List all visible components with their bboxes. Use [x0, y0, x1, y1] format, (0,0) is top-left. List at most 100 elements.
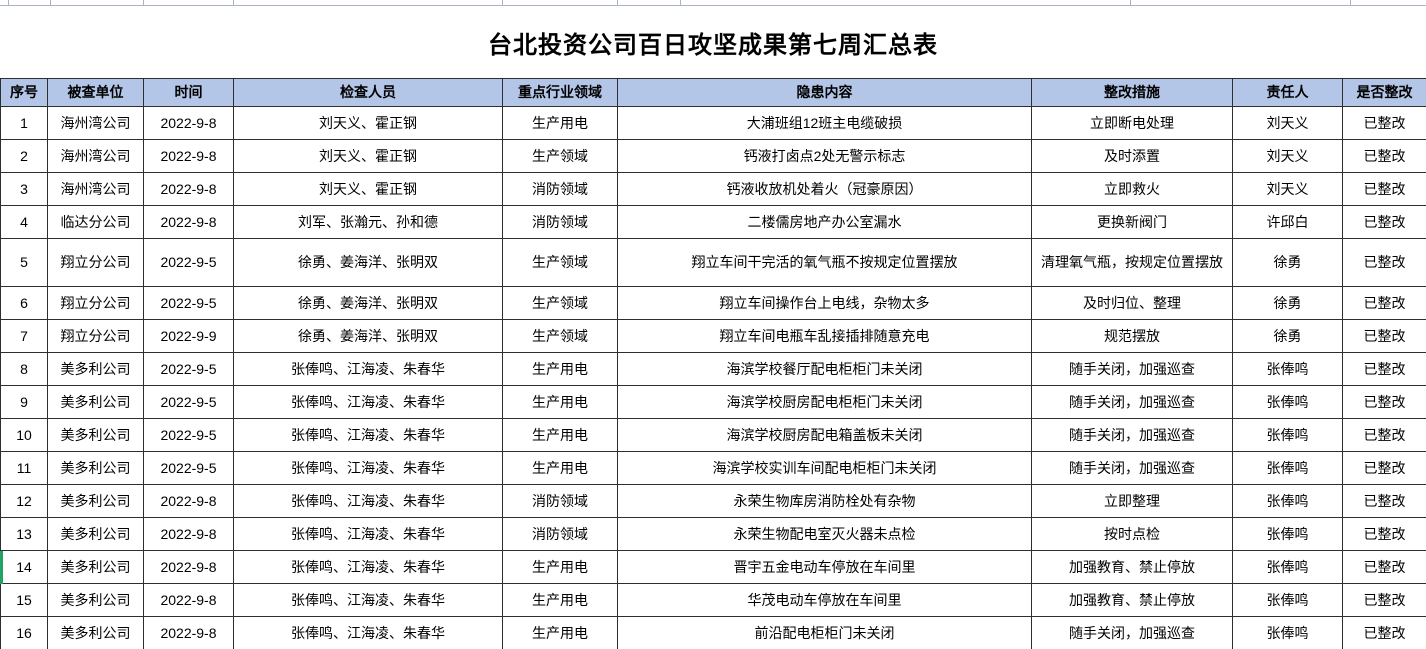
cell-field[interactable]: 生产用电	[502, 616, 618, 649]
cell-status[interactable]: 已整改	[1342, 583, 1426, 617]
cell-index[interactable]: 5	[0, 238, 48, 287]
cell-time[interactable]: 2022-9-8	[143, 583, 234, 617]
cell-index[interactable]: 10	[0, 418, 48, 452]
cell-owner[interactable]: 张俸鸣	[1232, 550, 1343, 584]
cell-time[interactable]: 2022-9-8	[143, 172, 234, 206]
cell-field[interactable]: 生产用电	[502, 106, 618, 140]
cell-unit[interactable]: 海州湾公司	[47, 139, 144, 173]
cell-unit[interactable]: 翔立分公司	[47, 319, 144, 353]
cell-status[interactable]: 已整改	[1342, 451, 1426, 485]
column-header-unit[interactable]: 被查单位	[47, 78, 144, 107]
cell-time[interactable]: 2022-9-8	[143, 139, 234, 173]
column-header-hazard[interactable]: 隐患内容	[617, 78, 1032, 107]
cell-unit[interactable]: 美多利公司	[47, 484, 144, 518]
cell-inspectors[interactable]: 张俸鸣、江海凌、朱春华	[233, 484, 503, 518]
cell-hazard[interactable]: 华茂电动车停放在车间里	[617, 583, 1032, 617]
cell-unit[interactable]: 临达分公司	[47, 205, 144, 239]
cell-status[interactable]: 已整改	[1342, 484, 1426, 518]
cell-measure[interactable]: 更换新阀门	[1031, 205, 1233, 239]
cell-owner[interactable]: 张俸鸣	[1232, 583, 1343, 617]
cell-time[interactable]: 2022-9-5	[143, 352, 234, 386]
cell-time[interactable]: 2022-9-5	[143, 418, 234, 452]
cell-hazard[interactable]: 翔立车间干完活的氧气瓶不按规定位置摆放	[617, 238, 1032, 287]
cell-status[interactable]: 已整改	[1342, 172, 1426, 206]
cell-measure[interactable]: 随手关闭，加强巡查	[1031, 352, 1233, 386]
cell-inspectors[interactable]: 张俸鸣、江海凌、朱春华	[233, 583, 503, 617]
cell-measure[interactable]: 加强教育、禁止停放	[1031, 583, 1233, 617]
cell-index[interactable]: 1	[0, 106, 48, 140]
cell-time[interactable]: 2022-9-8	[143, 550, 234, 584]
cell-measure[interactable]: 及时添置	[1031, 139, 1233, 173]
cell-status[interactable]: 已整改	[1342, 616, 1426, 649]
cell-unit[interactable]: 美多利公司	[47, 352, 144, 386]
cell-field[interactable]: 生产用电	[502, 451, 618, 485]
cell-hazard[interactable]: 钙液收放机处着火（冠豪原因）	[617, 172, 1032, 206]
cell-time[interactable]: 2022-9-8	[143, 517, 234, 551]
cell-owner[interactable]: 张俸鸣	[1232, 418, 1343, 452]
cell-status[interactable]: 已整改	[1342, 352, 1426, 386]
cell-inspectors[interactable]: 刘天义、霍正钢	[233, 139, 503, 173]
cell-hazard[interactable]: 前沿配电柜柜门未关闭	[617, 616, 1032, 649]
cell-inspectors[interactable]: 张俸鸣、江海凌、朱春华	[233, 517, 503, 551]
cell-unit[interactable]: 海州湾公司	[47, 106, 144, 140]
cell-field[interactable]: 生产用电	[502, 418, 618, 452]
cell-time[interactable]: 2022-9-9	[143, 319, 234, 353]
cell-status[interactable]: 已整改	[1342, 385, 1426, 419]
cell-owner[interactable]: 张俸鸣	[1232, 517, 1343, 551]
cell-owner[interactable]: 张俸鸣	[1232, 616, 1343, 649]
cell-inspectors[interactable]: 刘军、张瀚元、孙和德	[233, 205, 503, 239]
cell-owner[interactable]: 张俸鸣	[1232, 451, 1343, 485]
cell-time[interactable]: 2022-9-5	[143, 385, 234, 419]
cell-owner[interactable]: 张俸鸣	[1232, 484, 1343, 518]
column-header-measure[interactable]: 整改措施	[1031, 78, 1233, 107]
cell-field[interactable]: 生产领域	[502, 238, 618, 287]
cell-index[interactable]: 14	[0, 550, 48, 584]
cell-index[interactable]: 8	[0, 352, 48, 386]
cell-inspectors[interactable]: 刘天义、霍正钢	[233, 106, 503, 140]
cell-status[interactable]: 已整改	[1342, 418, 1426, 452]
cell-field[interactable]: 生产领域	[502, 319, 618, 353]
cell-field[interactable]: 消防领域	[502, 517, 618, 551]
cell-unit[interactable]: 美多利公司	[47, 385, 144, 419]
cell-measure[interactable]: 按时点检	[1031, 517, 1233, 551]
cell-hazard[interactable]: 海滨学校餐厅配电柜柜门未关闭	[617, 352, 1032, 386]
cell-owner[interactable]: 刘天义	[1232, 172, 1343, 206]
cell-inspectors[interactable]: 刘天义、霍正钢	[233, 172, 503, 206]
cell-owner[interactable]: 张俸鸣	[1232, 352, 1343, 386]
column-header-index[interactable]: 序号	[0, 78, 48, 107]
page-title[interactable]: 台北投资公司百日攻坚成果第七周汇总表	[488, 31, 938, 59]
cell-status[interactable]: 已整改	[1342, 319, 1426, 353]
cell-unit[interactable]: 美多利公司	[47, 418, 144, 452]
cell-inspectors[interactable]: 张俸鸣、江海凌、朱春华	[233, 550, 503, 584]
cell-field[interactable]: 生产用电	[502, 385, 618, 419]
cell-unit[interactable]: 翔立分公司	[47, 238, 144, 287]
cell-hazard[interactable]: 海滨学校实训车间配电柜柜门未关闭	[617, 451, 1032, 485]
cell-unit[interactable]: 翔立分公司	[47, 286, 144, 320]
cell-hazard[interactable]: 海滨学校厨房配电箱盖板未关闭	[617, 418, 1032, 452]
column-header-field[interactable]: 重点行业领域	[502, 78, 618, 107]
cell-inspectors[interactable]: 徐勇、姜海洋、张明双	[233, 238, 503, 287]
cell-inspectors[interactable]: 徐勇、姜海洋、张明双	[233, 319, 503, 353]
cell-status[interactable]: 已整改	[1342, 550, 1426, 584]
cell-time[interactable]: 2022-9-8	[143, 106, 234, 140]
cell-hazard[interactable]: 海滨学校厨房配电柜柜门未关闭	[617, 385, 1032, 419]
cell-field[interactable]: 生产用电	[502, 352, 618, 386]
cell-index[interactable]: 7	[0, 319, 48, 353]
cell-owner[interactable]: 徐勇	[1232, 319, 1343, 353]
cell-inspectors[interactable]: 张俸鸣、江海凌、朱春华	[233, 418, 503, 452]
cell-index[interactable]: 6	[0, 286, 48, 320]
cell-hazard[interactable]: 永荣生物库房消防栓处有杂物	[617, 484, 1032, 518]
cell-owner[interactable]: 徐勇	[1232, 286, 1343, 320]
cell-unit[interactable]: 美多利公司	[47, 616, 144, 649]
column-header-time[interactable]: 时间	[143, 78, 234, 107]
column-header-status[interactable]: 是否整改	[1342, 78, 1426, 107]
cell-measure[interactable]: 立即断电处理	[1031, 106, 1233, 140]
cell-owner[interactable]: 张俸鸣	[1232, 385, 1343, 419]
cell-index[interactable]: 12	[0, 484, 48, 518]
cell-time[interactable]: 2022-9-5	[143, 238, 234, 287]
cell-index[interactable]: 3	[0, 172, 48, 206]
cell-time[interactable]: 2022-9-8	[143, 205, 234, 239]
cell-index[interactable]: 4	[0, 205, 48, 239]
cell-index[interactable]: 15	[0, 583, 48, 617]
cell-status[interactable]: 已整改	[1342, 517, 1426, 551]
